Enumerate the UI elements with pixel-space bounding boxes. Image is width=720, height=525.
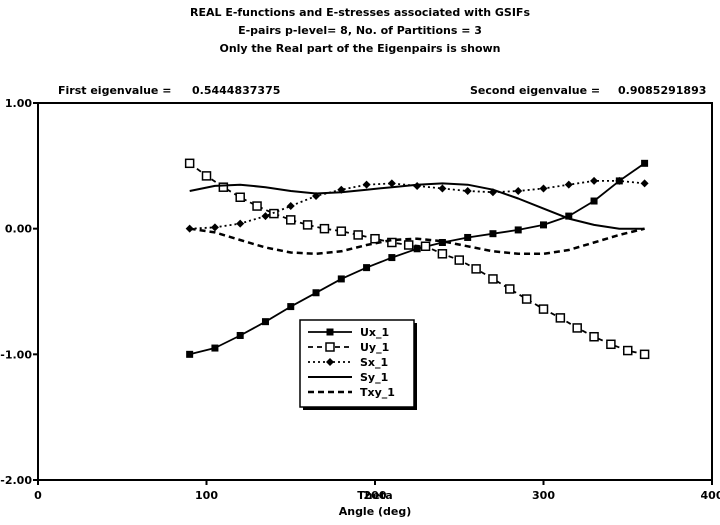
data-point-uy-1 <box>437 249 448 259</box>
data-point-uy-1 <box>555 313 566 323</box>
data-point-ux-1 <box>464 233 472 241</box>
chart-title-line-1: REAL E-functions and E-stresses associat… <box>189 6 530 19</box>
legend-label-sx-1: Sx_1 <box>360 356 388 369</box>
data-point-uy-1 <box>235 192 245 202</box>
data-point-sx-1 <box>564 180 573 189</box>
data-point-uy-1 <box>302 220 313 230</box>
data-point-ux-1 <box>590 197 598 205</box>
data-point-uy-1 <box>420 241 431 252</box>
data-point-sx-1 <box>590 176 599 185</box>
data-point-ux-1 <box>337 275 345 283</box>
data-point-sx-1 <box>438 184 447 193</box>
x-tick-label: 300 <box>532 489 555 502</box>
data-point-uy-1 <box>403 240 414 250</box>
data-point-sx-1 <box>463 186 472 195</box>
legend-label-uy-1: Uy_1 <box>360 341 389 354</box>
data-point-sx-1 <box>362 180 371 189</box>
legend-marker-ux-1 <box>326 328 334 336</box>
data-point-ux-1 <box>540 221 547 229</box>
data-point-sx-1 <box>210 223 219 232</box>
data-point-ux-1 <box>236 331 244 339</box>
data-point-ux-1 <box>287 303 295 311</box>
data-point-uy-1 <box>538 304 549 314</box>
data-point-uy-1 <box>286 215 296 225</box>
series-line-uy-1 <box>189 162 645 356</box>
second-eigenvalue-label: Second eigenvalue = <box>470 84 601 97</box>
data-point-ux-1 <box>489 230 497 238</box>
data-point-sx-1 <box>615 176 624 185</box>
data-point-uy-1 <box>184 158 195 169</box>
data-point-uy-1 <box>201 171 212 181</box>
first-eigenvalue-label: First eigenvalue = <box>58 84 172 97</box>
chart-title-line-3: Only the Real part of the Eigenpairs is … <box>219 42 501 55</box>
data-point-ux-1 <box>388 254 396 262</box>
x-tick-label: 400 <box>701 489 720 502</box>
series-ux-1 <box>186 159 649 358</box>
data-point-uy-1 <box>521 294 532 304</box>
legend-marker-uy-1 <box>325 342 335 352</box>
data-point-sx-1 <box>640 179 649 188</box>
data-point-uy-1 <box>639 349 650 360</box>
data-point-sx-1 <box>185 224 194 233</box>
data-point-ux-1 <box>363 264 371 272</box>
data-point-uy-1 <box>505 284 515 294</box>
legend-label-ux-1: Ux_1 <box>360 326 389 339</box>
data-point-ux-1 <box>261 318 269 326</box>
legend-label-sy-1: Sy_1 <box>360 371 388 384</box>
data-point-ux-1 <box>413 245 421 253</box>
data-point-uy-1 <box>623 345 633 356</box>
data-point-ux-1 <box>312 289 320 297</box>
x-axis-subtitle: Angle (deg) <box>339 505 412 518</box>
data-point-uy-1 <box>252 201 262 211</box>
data-point-sx-1 <box>539 184 548 193</box>
plot-area-frame <box>37 102 713 481</box>
x-tick-label: 0 <box>34 489 42 502</box>
y-tick-label: -2.00 <box>0 474 32 487</box>
data-point-uy-1 <box>488 274 498 284</box>
data-point-uy-1 <box>454 255 464 265</box>
data-point-uy-1 <box>572 323 582 333</box>
data-point-sx-1 <box>236 219 245 228</box>
data-point-sx-1 <box>387 179 396 188</box>
x-tick-label: 200 <box>364 489 387 502</box>
data-point-uy-1 <box>353 230 363 240</box>
data-point-uy-1 <box>606 339 616 350</box>
y-tick-label: 1.00 <box>5 97 32 110</box>
legend-marker-sx-1 <box>326 358 334 366</box>
data-point-ux-1 <box>186 350 194 358</box>
chart-title-line-2: E-pairs p-level= 8, No. of Partitions = … <box>238 24 482 37</box>
data-point-ux-1 <box>211 344 219 352</box>
data-point-uy-1 <box>589 331 599 342</box>
series-txy-1 <box>189 227 645 256</box>
legend-box <box>299 319 415 408</box>
data-point-uy-1 <box>218 182 229 192</box>
series-line-txy-1 <box>189 227 645 256</box>
x-tick-label: 100 <box>195 489 218 502</box>
data-point-ux-1 <box>565 212 573 220</box>
y-tick-label: 0.00 <box>5 223 32 236</box>
y-tick-label: -1.00 <box>0 348 32 361</box>
data-point-uy-1 <box>471 264 481 274</box>
data-point-ux-1 <box>641 159 649 167</box>
first-eigenvalue-value: 0.5444837375 <box>192 84 281 97</box>
x-axis-title: Theta <box>357 489 392 502</box>
series-sx-1 <box>185 176 649 233</box>
legend-label-txy-1: Txy_1 <box>360 386 395 399</box>
data-point-ux-1 <box>438 238 446 246</box>
data-point-uy-1 <box>387 237 397 248</box>
data-point-uy-1 <box>319 223 330 234</box>
data-point-uy-1 <box>370 233 380 244</box>
data-point-uy-1 <box>336 226 347 236</box>
series-sy-1 <box>189 182 645 230</box>
data-point-sx-1 <box>286 202 295 211</box>
data-point-sx-1 <box>261 212 270 221</box>
data-point-sx-1 <box>514 186 523 195</box>
data-point-ux-1 <box>514 226 522 234</box>
series-line-sy-1 <box>189 182 645 230</box>
second-eigenvalue-value: 0.9085291893 <box>618 84 707 97</box>
